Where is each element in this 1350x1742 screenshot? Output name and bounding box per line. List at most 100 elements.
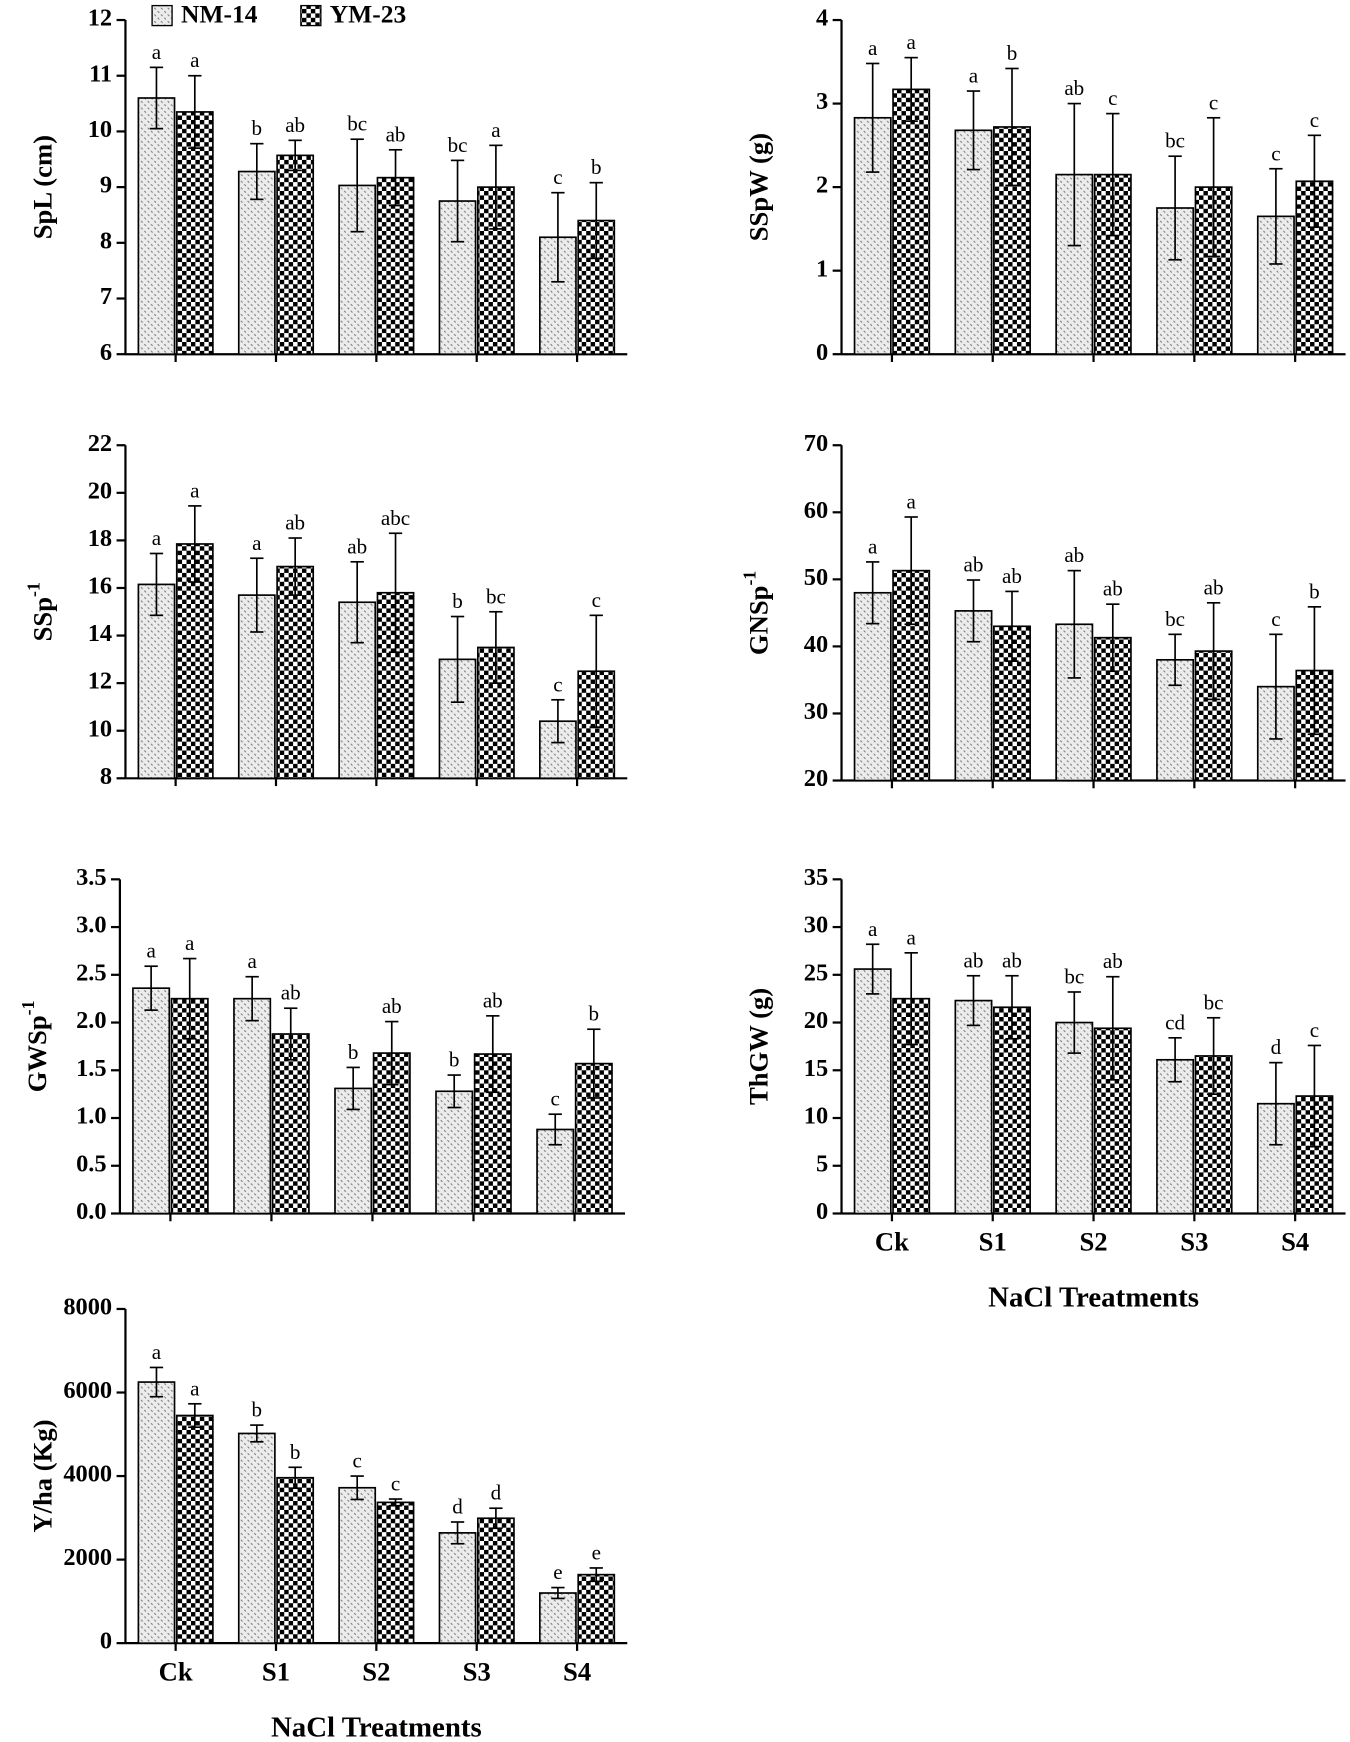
y-tick-label: 1 [816,255,828,282]
bar [137,1381,176,1644]
legend-swatch [151,4,173,27]
significance-letter: e [553,1560,562,1584]
error-bar [589,614,603,728]
x-tick-label: Ck [875,1227,909,1257]
bar [376,591,415,780]
error-bar [904,952,918,1046]
bar [271,1033,310,1215]
x-tick-label: S2 [362,1656,390,1686]
y-tick-label: 1.0 [76,1103,107,1130]
significance-letter: bc [448,133,468,157]
y-axis-label: GNSp-1 [740,571,774,655]
y-tick-label: 2.5 [76,959,107,986]
error-bar [149,552,164,617]
significance-letter: e [592,1540,601,1564]
error-bar [966,90,981,171]
y-tick-label: 10 [804,1103,828,1130]
significance-letter: a [247,949,257,973]
significance-letter: a [152,40,162,64]
error-bar [904,56,918,122]
y-axis-label: Y/ha (Kg) [28,1419,58,1532]
error-bar [966,974,981,1027]
y-label-text: SSpW (g) [744,133,774,241]
error-bar [149,1366,164,1398]
error-bar [589,181,603,260]
error-bar [1005,974,1019,1040]
y-tick-label: 6000 [63,1377,112,1404]
error-bar [589,1567,603,1583]
error-bar [346,1066,360,1111]
significance-letter: bc [1064,965,1084,989]
y-tick-label: 12 [88,5,112,32]
y-tick-label: 7 [100,283,112,310]
legend-label: YM-23 [330,0,407,29]
y-tick-label: 6 [100,339,112,366]
legend-label: NM-14 [181,0,258,29]
error-bar [866,943,880,995]
significance-letter: a [146,939,156,963]
error-bar [904,516,918,626]
y-label-text: Y/ha (Kg) [28,1419,58,1532]
y-axis-label: GWSp-1 [18,1001,52,1093]
error-bar [144,965,158,1011]
significance-letter: ab [1064,543,1084,567]
error-bar [548,1113,562,1146]
x-tick-label: Ck [159,1656,193,1686]
y-axis-label: SSp-1 [24,582,58,641]
significance-letter: a [152,526,162,550]
significance-letter: a [969,64,979,88]
bar [175,543,214,780]
y-tick-label: 0 [100,1628,112,1655]
y-tick-label: 10 [88,715,112,742]
significance-letter: ab [1064,76,1084,100]
significance-letter: a [907,925,917,949]
bar [137,97,176,356]
significance-letter: a [907,30,917,54]
y-tick-label: 14 [88,620,112,647]
error-bar [388,1498,403,1507]
error-bar [288,139,302,172]
significance-letter: ab [382,994,402,1018]
error-bar [1005,590,1019,662]
significance-letter: c [592,588,601,612]
significance-letter: c [1209,90,1218,114]
significance-letter: a [190,1376,200,1400]
bar [237,170,276,356]
error-bar [551,698,565,744]
error-bar [350,560,364,644]
y-tick-label: 70 [804,430,828,457]
error-bar [866,561,880,625]
y-tick-label: 30 [804,912,828,939]
error-bar [385,1020,399,1086]
error-bar [866,62,880,173]
y-tick-label: 11 [89,60,112,87]
y-label-text: ThGW (g) [744,988,774,1105]
error-bar [250,142,264,201]
error-bar [1106,603,1120,673]
bar [954,999,993,1215]
significance-letter: b [589,1002,600,1026]
error-bar [489,144,503,230]
y-label-text: GNSp [744,585,774,655]
significance-letter: c [553,672,562,696]
significance-letter: abc [381,506,410,530]
significance-letter: ab [483,988,503,1012]
significance-letter: c [553,165,562,189]
y-label-sup: -1 [24,582,44,597]
y-tick-label: 0 [816,1198,828,1225]
significance-letter: cd [1165,1010,1185,1034]
y-tick-label: 8000 [63,1294,112,1321]
error-bar [250,557,264,633]
bar [132,987,171,1215]
significance-letter: b [290,1440,301,1464]
significance-letter: ab [285,113,305,137]
bar [435,1090,474,1215]
significance-letter: ab [1002,948,1022,972]
bar [577,1573,616,1644]
significance-letter: a [491,118,501,142]
